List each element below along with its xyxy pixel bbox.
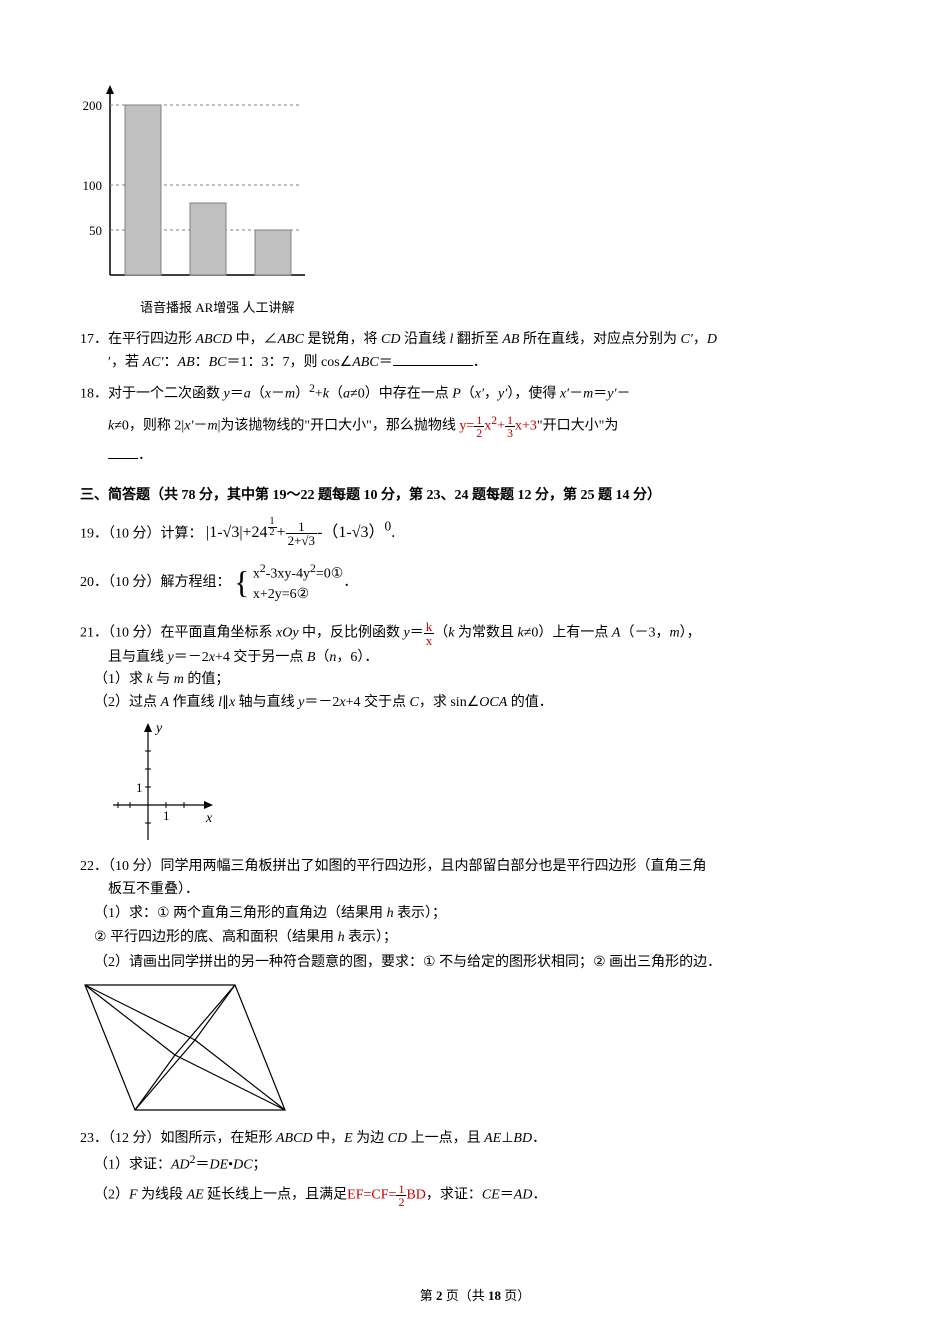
svg-text:200: 200 bbox=[83, 98, 103, 113]
p18-blank bbox=[108, 445, 138, 459]
problem-19: 19．（10 分）计算： |1-√3|+2412+12+√3-（1-√3）0. bbox=[80, 516, 870, 547]
page-footer: 第 2 页（共 18 页） bbox=[0, 1285, 950, 1304]
bar-chart: 50 100 200 语音播报 AR增强 人工讲解 bbox=[80, 80, 870, 319]
tangram-figure bbox=[80, 980, 290, 1120]
problem-22: 22．（10 分）同学用两幅三角板拼出了如图的平行四边形，且内部留白部分也是平行… bbox=[80, 856, 870, 974]
p19-num: 19． bbox=[80, 526, 108, 541]
p23-num: 23． bbox=[80, 1131, 108, 1146]
chart-svg: 50 100 200 bbox=[80, 80, 310, 290]
p17-num: 17． bbox=[80, 332, 108, 347]
svg-text:y: y bbox=[154, 721, 163, 736]
svg-text:100: 100 bbox=[83, 178, 103, 193]
p22-num: 22． bbox=[80, 859, 108, 874]
chart-x-labels: 语音播报 AR增强 人工讲解 bbox=[140, 298, 870, 319]
problem-17: 17．在平行四边形 ABCD 中，∠ABC 是锐角，将 CD 沿直线 l 翻折至… bbox=[80, 329, 870, 374]
p17-blank bbox=[393, 352, 473, 366]
p18-num: 18． bbox=[80, 387, 108, 402]
svg-text:x: x bbox=[205, 811, 213, 826]
svg-text:50: 50 bbox=[89, 223, 102, 238]
problem-21: 21．（10 分）在平面直角坐标系 xOy 中，反比例函数 y＝kx（k 为常数… bbox=[80, 620, 870, 714]
svg-text:1: 1 bbox=[136, 780, 143, 795]
problem-18: 18．对于一个二次函数 y＝a（x－m）2+k（a≠0）中存在一点 P（x′，y… bbox=[80, 380, 870, 467]
coord-plane: y x 1 1 bbox=[108, 720, 218, 850]
p20-num: 20． bbox=[80, 575, 108, 590]
section-3-header: 三、简答题（共 78 分，其中第 19～22 题每题 10 分，第 23、24 … bbox=[80, 485, 870, 507]
problem-20: 20．（10 分）解方程组： { x2-3xy-4y2=0① x+2y=6② ． bbox=[80, 557, 870, 608]
svg-text:1: 1 bbox=[163, 808, 170, 823]
problem-23: 23．（12 分）如图所示，在矩形 ABCD 中，E 为边 CD 上一点，且 A… bbox=[80, 1128, 870, 1207]
p21-num: 21． bbox=[80, 626, 108, 641]
